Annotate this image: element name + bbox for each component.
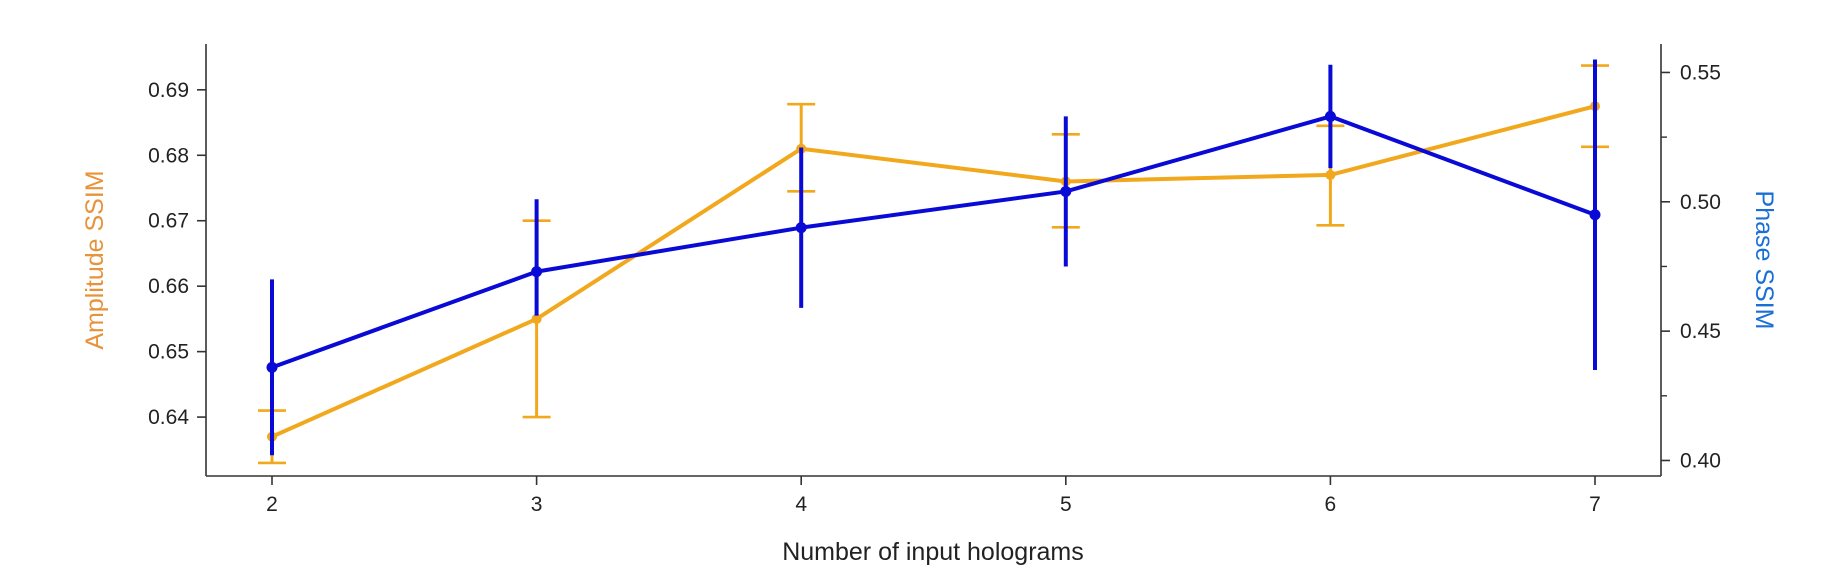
x-tick-label: 5 xyxy=(1060,493,1072,516)
phase-ssim-point xyxy=(1324,110,1336,122)
amplitude-ssim-line xyxy=(271,104,1596,439)
x-tick-label: 2 xyxy=(266,493,278,516)
right-y-axis-title: Phase SSIM xyxy=(1750,191,1778,330)
left-y-tick-label: 0.69 xyxy=(148,79,189,102)
left-y-axis-title: Amplitude SSIM xyxy=(81,170,109,349)
axis-ticks: 2 3 4 5 6 7 0.64 0.65 0.66 0.67 0.68 0.69 0.40 0.45 0.… xyxy=(148,61,1721,516)
x-tick-label: 7 xyxy=(1589,493,1601,516)
left-y-tick-label: 0.68 xyxy=(148,144,189,167)
phase-ssim-point xyxy=(1589,209,1601,221)
left-y-tick-label: 0.67 xyxy=(148,210,189,233)
phase-ssim-point xyxy=(1060,185,1072,197)
x-tick-label: 3 xyxy=(531,493,543,516)
amplitude-ssim-point xyxy=(1325,169,1336,180)
left-y-tick-label: 0.65 xyxy=(148,341,189,364)
phase-ssim-line xyxy=(271,114,1596,370)
data-series xyxy=(258,59,1609,465)
phase-ssim-series xyxy=(266,59,1601,456)
x-tick-label: 6 xyxy=(1325,493,1337,516)
phase-ssim-point xyxy=(531,266,543,278)
right-y-tick-label: 0.50 xyxy=(1680,191,1721,214)
right-y-tick-label: 0.40 xyxy=(1680,449,1721,472)
left-y-tick-label: 0.66 xyxy=(148,275,189,298)
right-y-tick-label: 0.55 xyxy=(1680,61,1721,84)
x-axis-title: Number of input holograms xyxy=(782,538,1084,566)
right-y-tick-label: 0.45 xyxy=(1680,320,1721,343)
axes xyxy=(205,44,1662,477)
left-y-tick-label: 0.64 xyxy=(148,406,189,429)
phase-ssim-point xyxy=(266,361,278,373)
x-tick-label: 4 xyxy=(795,493,807,516)
amplitude-ssim-series xyxy=(258,64,1609,465)
phase-ssim-point xyxy=(795,222,807,234)
amplitude-ssim-point xyxy=(531,313,542,324)
